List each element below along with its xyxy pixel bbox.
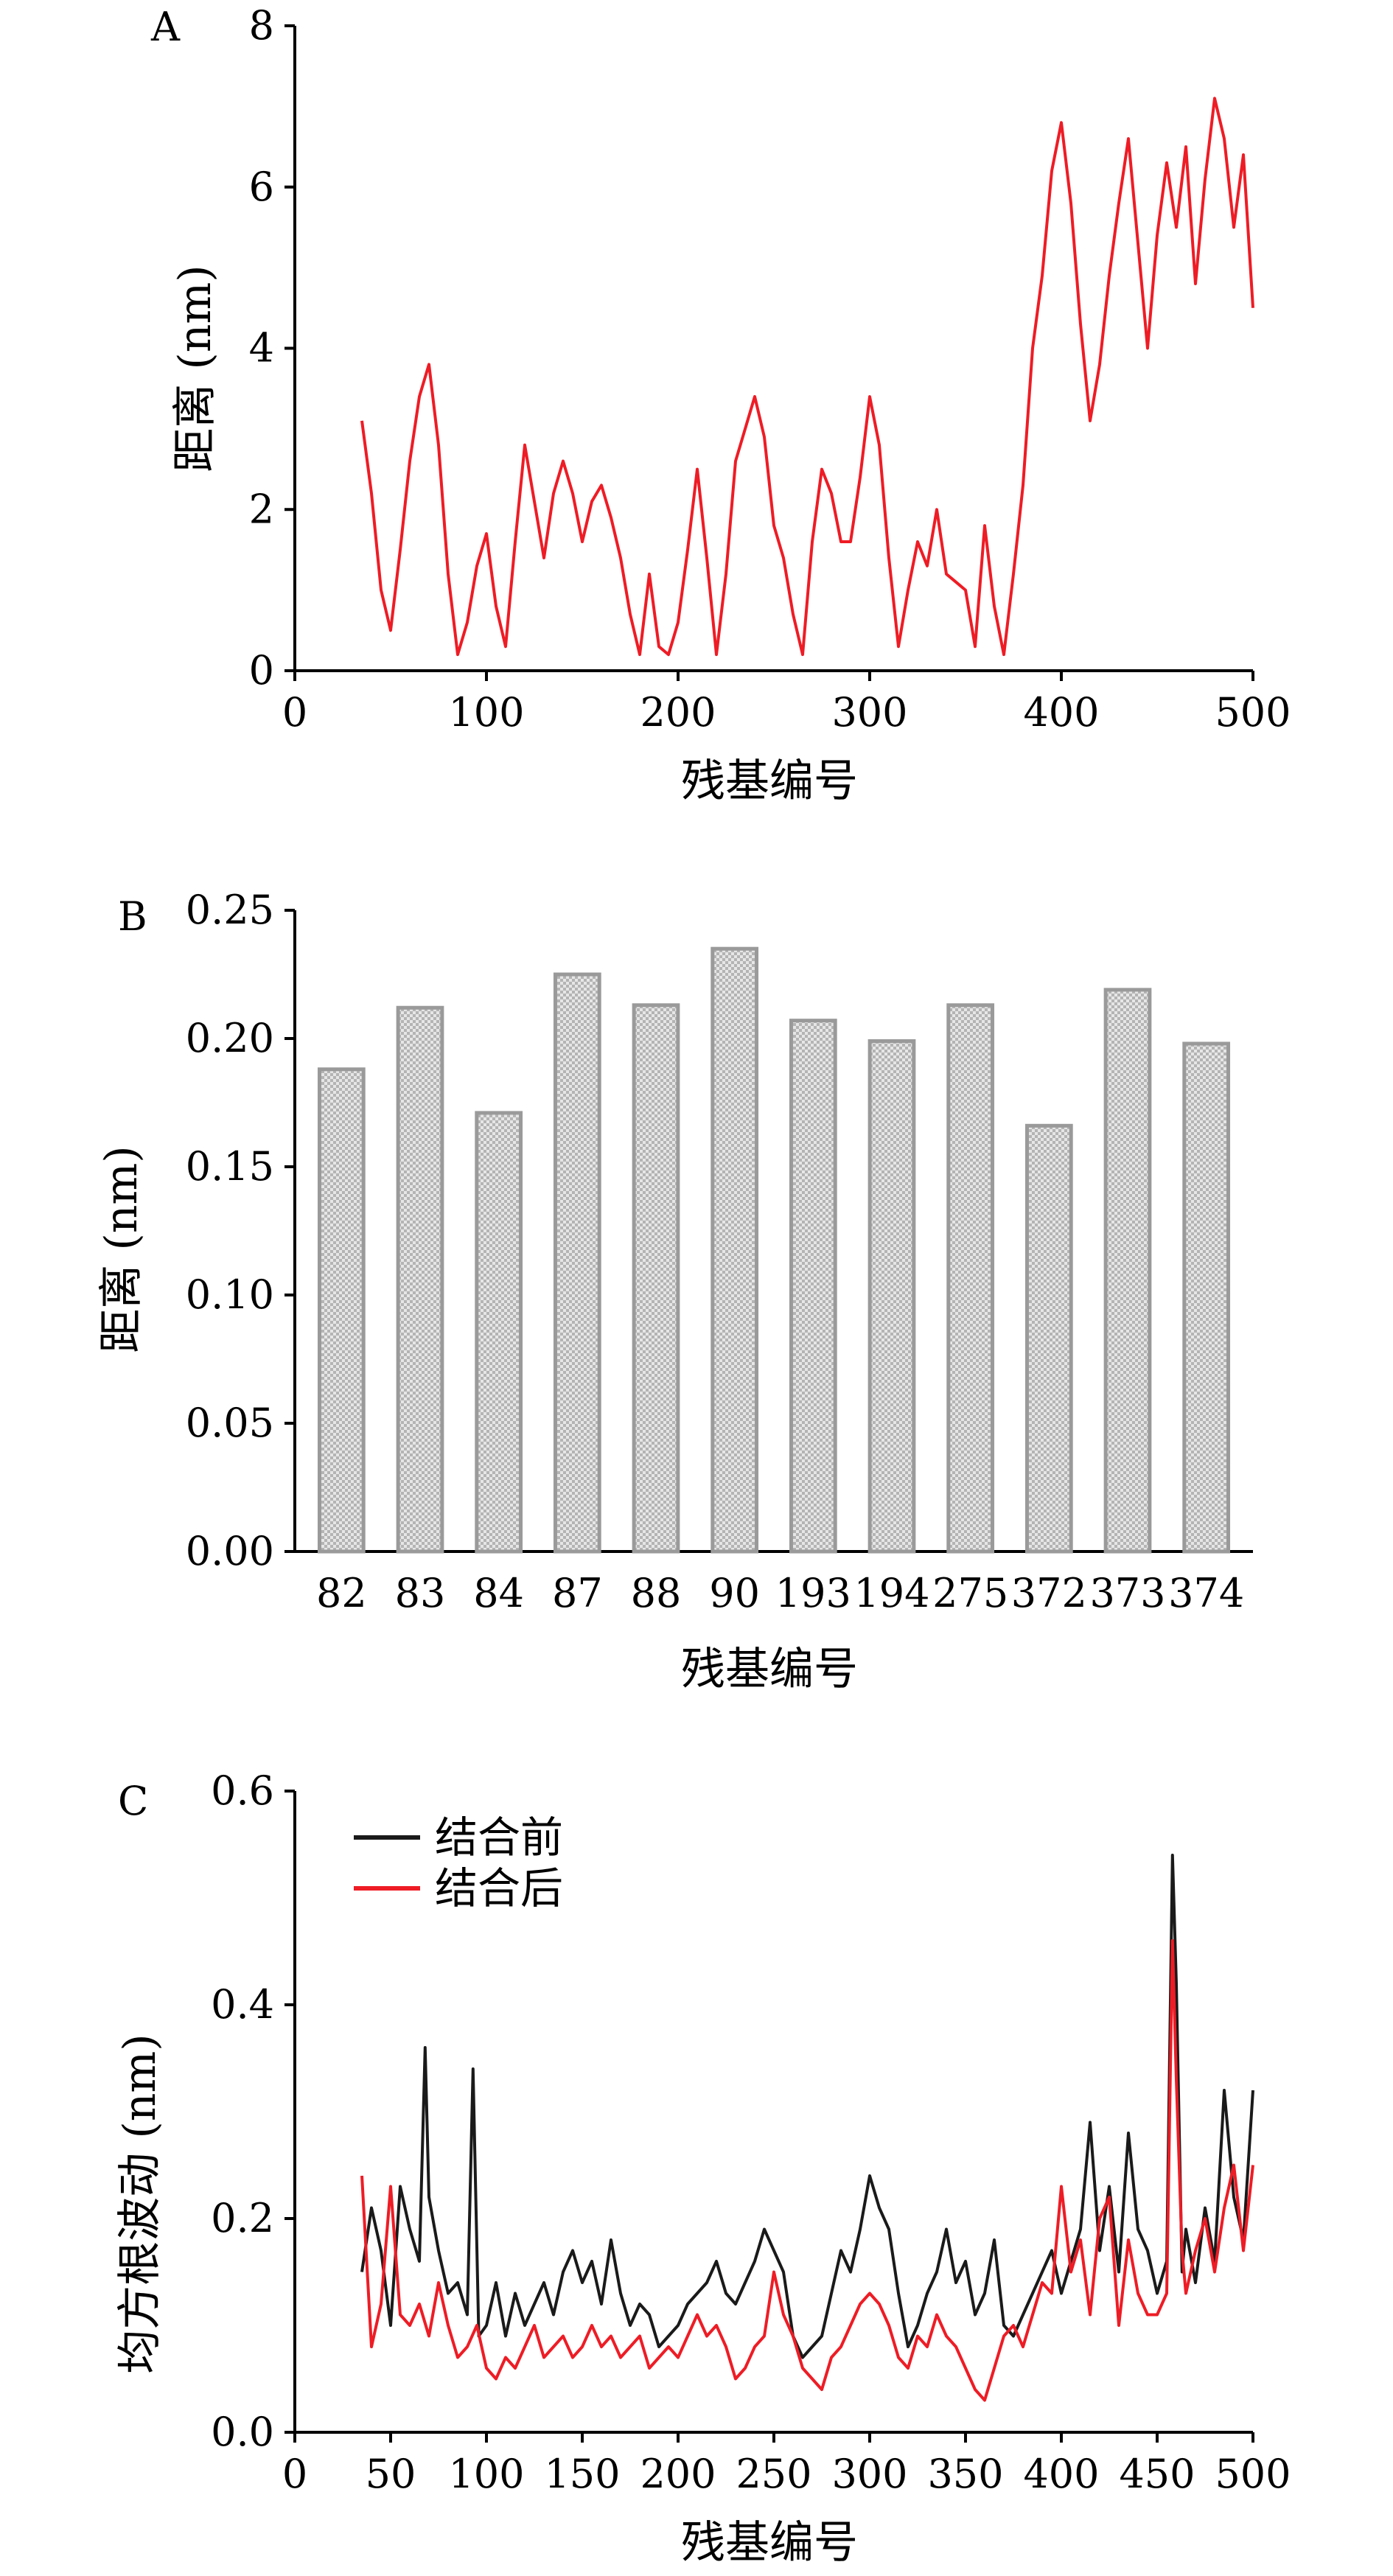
x-tick-label: 450 bbox=[1119, 2451, 1195, 2497]
y-tick-label: 0 bbox=[249, 647, 274, 694]
panel-c-x-axis-label: 残基编号 bbox=[681, 2517, 858, 2569]
series-line-2 bbox=[360, 1939, 1254, 2402]
x-tick-label: 87 bbox=[552, 1570, 603, 1616]
panel-a-x-axis-label: 残基编号 bbox=[681, 755, 858, 807]
x-tick-label: 200 bbox=[640, 2451, 716, 2497]
x-tick-label: 193 bbox=[775, 1570, 851, 1616]
panel-c-axes: 0 50 100 150 200 250 300 350 400 450 500 0.0 0.2 0.4 0… bbox=[211, 1767, 1291, 2497]
y-tick-label: 2 bbox=[249, 486, 274, 532]
panel-b-bars bbox=[317, 946, 1231, 1554]
x-tick-label: 300 bbox=[831, 689, 907, 736]
x-tick-label: 0 bbox=[282, 689, 307, 736]
panel-a-series bbox=[360, 97, 1254, 657]
x-tick-label: 0 bbox=[282, 2451, 307, 2497]
x-tick-label: 194 bbox=[853, 1570, 929, 1616]
panel-a-axes: 0 100 200 300 400 500 0 2 4 6 8 bbox=[249, 2, 1291, 736]
bar-374 bbox=[1182, 1041, 1231, 1554]
x-tick-label: 372 bbox=[1011, 1570, 1087, 1616]
x-tick-label: 350 bbox=[927, 2451, 1003, 2497]
y-tick-label: 0.15 bbox=[186, 1143, 274, 1190]
x-tick-label: 90 bbox=[709, 1570, 760, 1616]
legend-label-after: 结合后 bbox=[435, 1863, 563, 1913]
legend-label-before: 结合前 bbox=[435, 1812, 563, 1863]
y-tick-label: 0.10 bbox=[186, 1271, 274, 1318]
panel-c-y-axis-label: 均方根波动 (nm) bbox=[114, 2034, 166, 2373]
y-tick-label: 0.4 bbox=[211, 1981, 274, 2028]
bar-90 bbox=[711, 946, 759, 1554]
x-tick-label: 150 bbox=[544, 2451, 620, 2497]
series-line-1 bbox=[360, 97, 1254, 657]
bar-193 bbox=[789, 1019, 837, 1554]
panel-c-legend: 结合前 结合后 bbox=[354, 1812, 563, 1913]
bar-88 bbox=[632, 1003, 680, 1554]
y-tick-label: 6 bbox=[249, 164, 274, 210]
series-line-1 bbox=[360, 1854, 1254, 2359]
panel-a-label: A bbox=[150, 4, 181, 50]
y-tick-label: 0.05 bbox=[186, 1400, 274, 1446]
panel-a: A 0 100 200 300 400 500 0 2 4 6 8 残基编号 距离 (nm) bbox=[150, 2, 1291, 807]
bar-373 bbox=[1103, 988, 1152, 1554]
panel-b: B 0.00 0.05 0.10 0.15 0.20 0.25 82 83 84 87 88 90 19… bbox=[96, 887, 1253, 1695]
panel-b-axes: 0.00 0.05 0.10 0.15 0.20 0.25 82 83 84 87 88 90 193 1… bbox=[186, 887, 1253, 1616]
panel-b-x-axis-label: 残基编号 bbox=[681, 1644, 858, 1695]
x-tick-label: 100 bbox=[448, 2451, 524, 2497]
x-tick-label: 400 bbox=[1023, 2451, 1099, 2497]
x-tick-label: 82 bbox=[316, 1570, 367, 1616]
x-tick-label: 200 bbox=[640, 689, 716, 736]
y-tick-label: 4 bbox=[249, 325, 274, 371]
x-tick-label: 50 bbox=[366, 2451, 416, 2497]
x-tick-label: 373 bbox=[1089, 1570, 1165, 1616]
y-tick-label: 0.2 bbox=[211, 2195, 274, 2241]
x-tick-label: 250 bbox=[736, 2451, 811, 2497]
bar-82 bbox=[317, 1067, 366, 1554]
y-tick-label: 0.6 bbox=[211, 1767, 274, 1814]
bar-87 bbox=[553, 972, 601, 1554]
bar-372 bbox=[1024, 1123, 1073, 1554]
x-tick-label: 500 bbox=[1215, 689, 1291, 736]
x-tick-label: 84 bbox=[473, 1570, 524, 1616]
bar-275 bbox=[946, 1003, 995, 1554]
bar-194 bbox=[867, 1039, 916, 1554]
x-tick-label: 400 bbox=[1023, 689, 1099, 736]
y-tick-label: 8 bbox=[249, 2, 274, 49]
x-tick-label: 275 bbox=[932, 1570, 1008, 1616]
x-tick-label: 500 bbox=[1215, 2451, 1291, 2497]
bar-83 bbox=[396, 1005, 444, 1554]
x-tick-label: 100 bbox=[448, 689, 524, 736]
panel-a-y-axis-label: 距离 (nm) bbox=[170, 265, 221, 472]
panel-c-series bbox=[360, 1854, 1254, 2402]
panel-b-label: B bbox=[118, 893, 147, 940]
x-tick-label: 300 bbox=[831, 2451, 907, 2497]
x-tick-label: 374 bbox=[1168, 1570, 1244, 1616]
y-tick-label: 0.0 bbox=[211, 2409, 274, 2455]
x-tick-label: 83 bbox=[395, 1570, 446, 1616]
panel-c-label: C bbox=[118, 1778, 148, 1824]
y-tick-label: 0.25 bbox=[186, 887, 274, 933]
panel-c: C 0 50 100 150 200 250 300 350 400 450 500 0.0 0.2 0.… bbox=[114, 1767, 1291, 2569]
y-tick-label: 0.00 bbox=[186, 1528, 274, 1574]
y-tick-label: 0.20 bbox=[186, 1015, 274, 1061]
x-tick-label: 88 bbox=[631, 1570, 682, 1616]
bar-84 bbox=[475, 1111, 523, 1554]
panel-b-y-axis-label: 距离 (nm) bbox=[96, 1145, 147, 1352]
